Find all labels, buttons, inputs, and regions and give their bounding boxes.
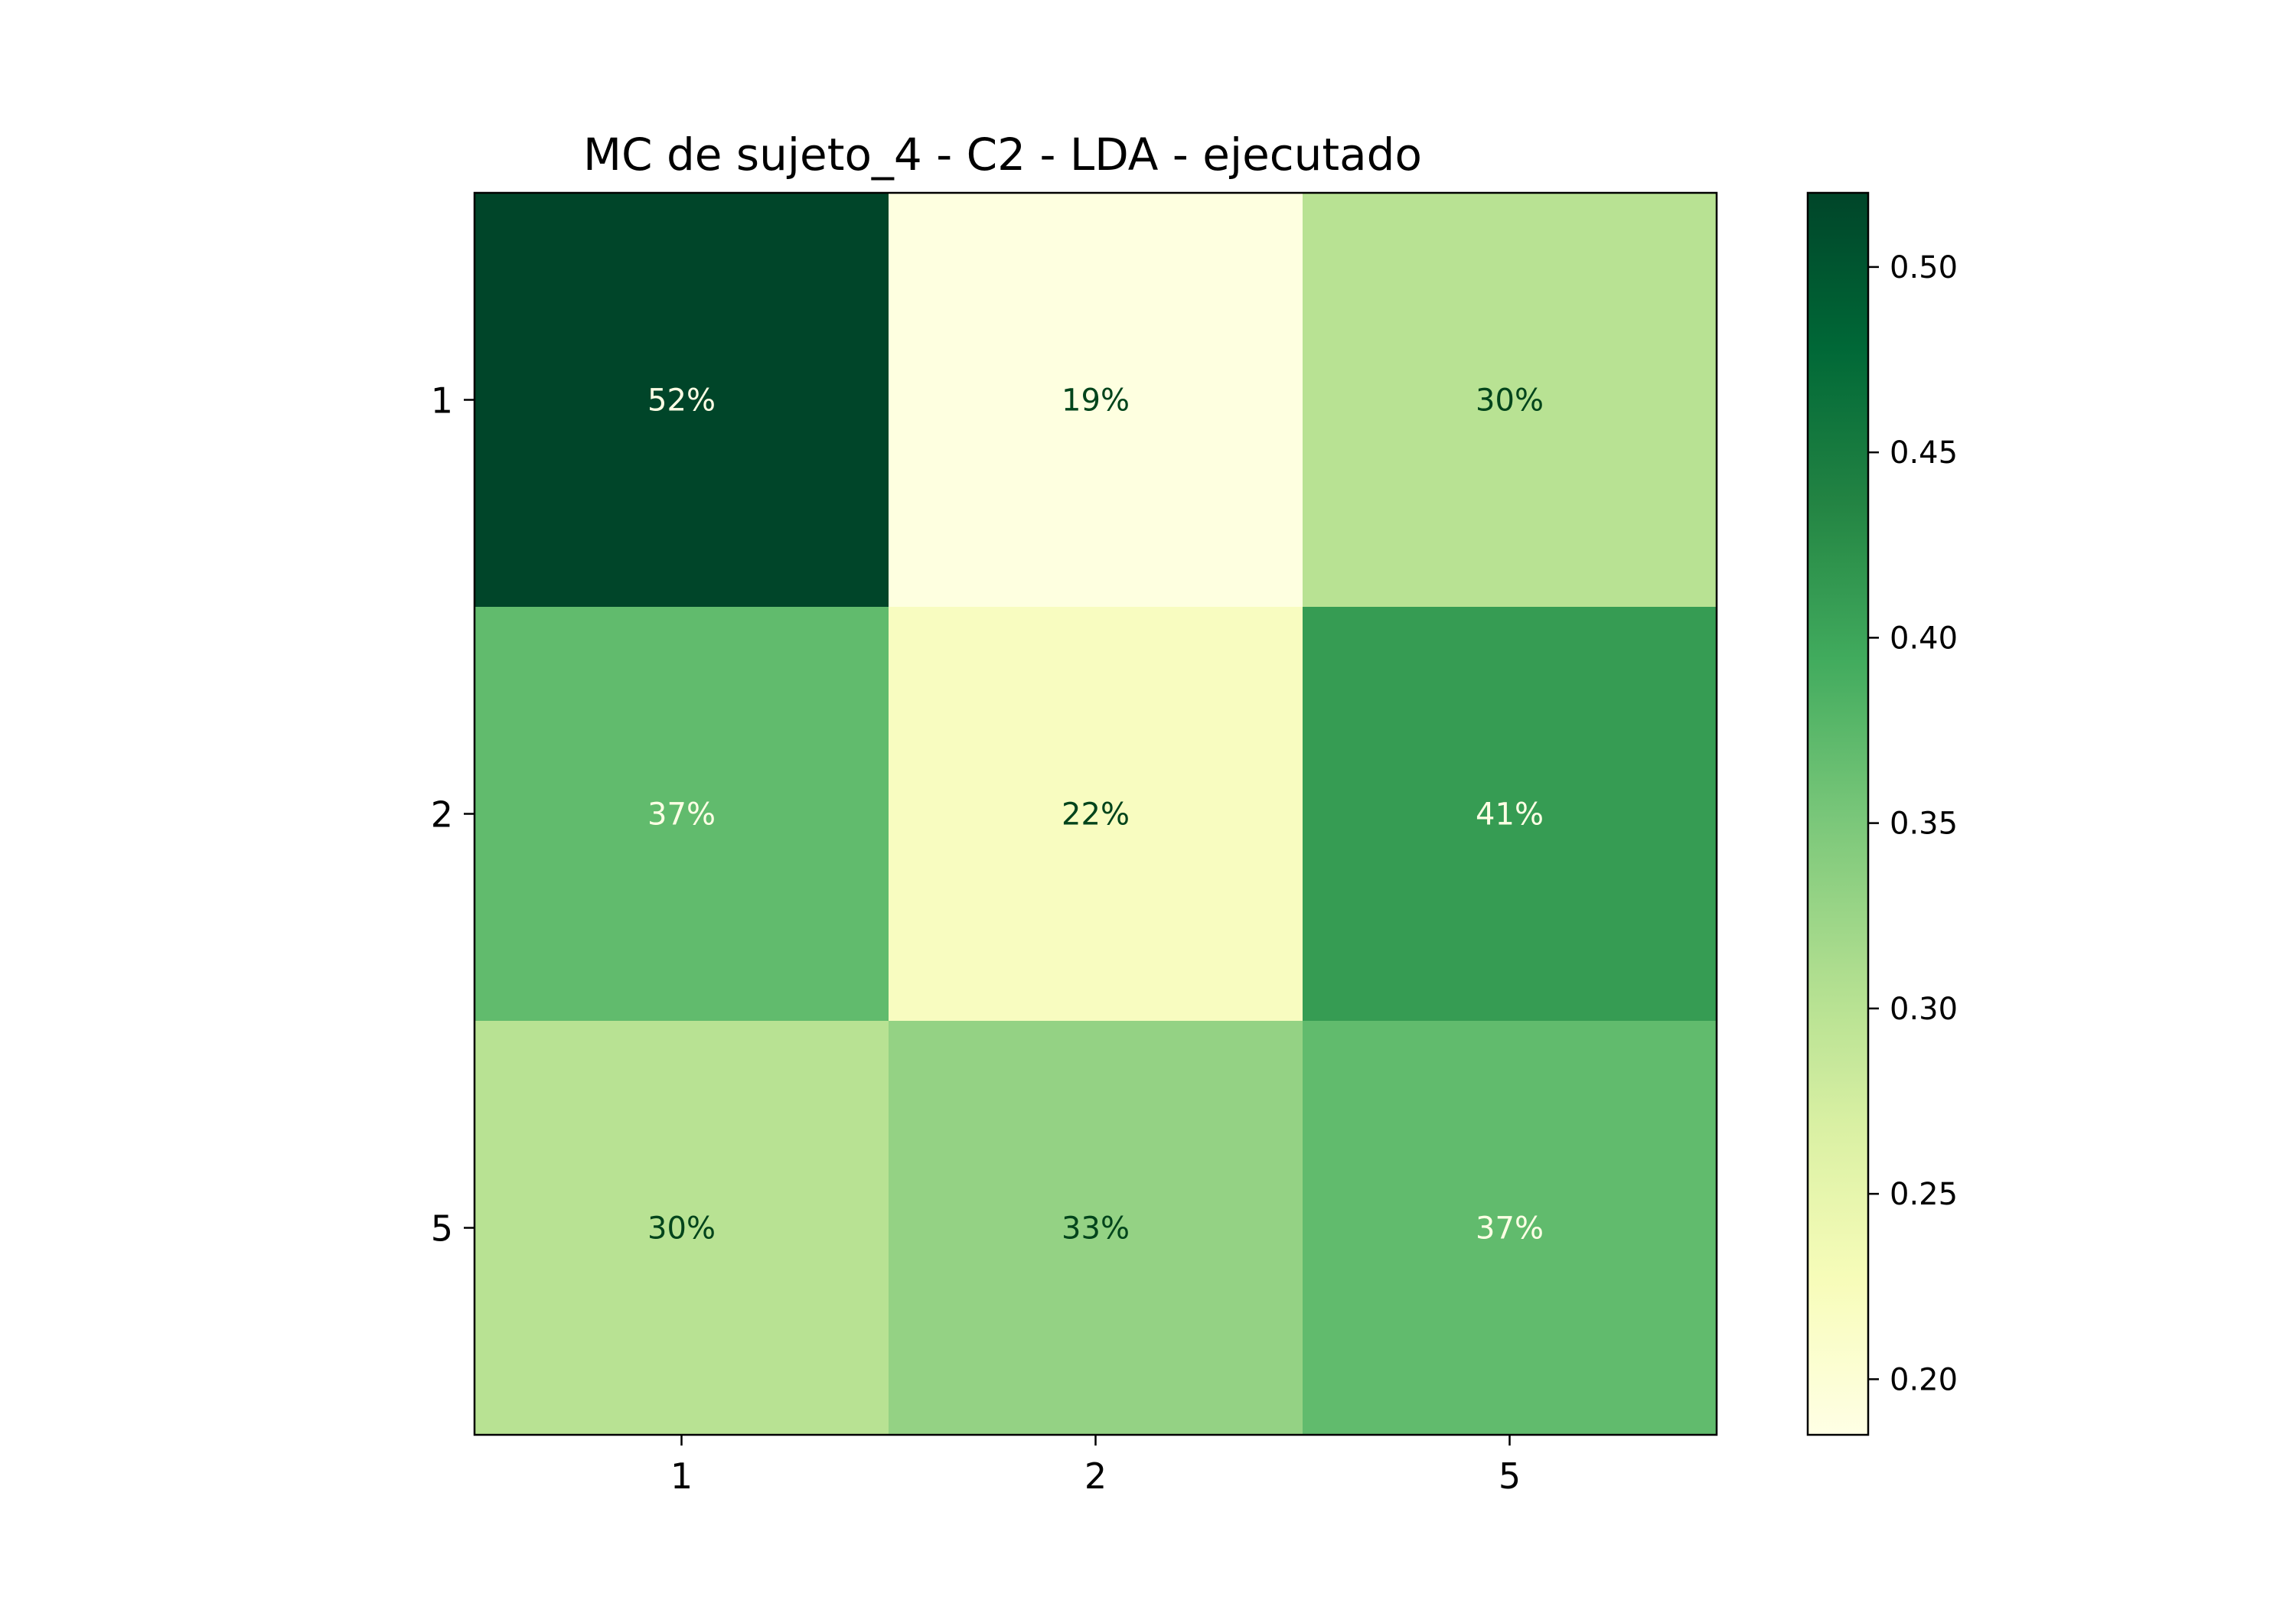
colorbar-tick-label: 0.30 — [1890, 992, 1958, 1027]
x-axis: 1 2 5 — [670, 1435, 1521, 1497]
colorbar-tick-label: 0.35 — [1890, 807, 1958, 842]
cell-value-label: 41% — [1476, 797, 1544, 833]
chart-title: MC de sujeto_4 - C2 - LDA - ejecutado — [583, 129, 1422, 181]
y-tick-label: 5 — [431, 1208, 453, 1250]
y-tick-label: 1 — [431, 380, 453, 422]
heatmap-cell — [475, 1021, 889, 1435]
cell-value-label: 37% — [1476, 1211, 1544, 1247]
cell-value-label: 37% — [647, 797, 716, 833]
x-tick-label: 2 — [1084, 1455, 1107, 1497]
heatmap-cell — [889, 1021, 1303, 1435]
colorbar-gradient — [1806, 191, 1870, 1436]
heatmap-cell — [1303, 193, 1717, 607]
x-tick-label: 1 — [670, 1455, 693, 1497]
heatmap-cells — [475, 193, 1717, 1435]
cell-value-label: 52% — [647, 383, 716, 419]
colorbar-tick-label: 0.50 — [1890, 250, 1958, 285]
x-tick-label: 5 — [1499, 1455, 1521, 1497]
heatmap-cell — [475, 607, 889, 1021]
heatmap-cell — [1303, 607, 1717, 1021]
cell-value-label: 19% — [1062, 383, 1130, 419]
heatmap-cell — [475, 193, 889, 607]
cell-value-label: 22% — [1062, 797, 1130, 833]
colorbar-tick-label: 0.40 — [1890, 621, 1958, 656]
colorbar-tick-label: 0.25 — [1890, 1177, 1958, 1212]
cell-value-label: 30% — [1476, 383, 1544, 419]
cell-value-label: 30% — [647, 1211, 716, 1247]
heatmap-cell-labels: 52% 19% 30% 37% 22% 41% 30% 33% 37% — [647, 383, 1544, 1247]
heatmap-cell — [889, 193, 1303, 607]
y-tick-label: 2 — [431, 794, 453, 836]
colorbar-tick-label: 0.20 — [1890, 1362, 1958, 1397]
heatmap-cell — [1303, 1021, 1717, 1435]
heatmap-cell — [889, 607, 1303, 1021]
cell-value-label: 33% — [1062, 1211, 1130, 1247]
colorbar-tick-label: 0.45 — [1890, 435, 1958, 471]
y-axis: 1 2 5 — [431, 380, 475, 1250]
colorbar: 0.20 0.25 0.30 0.35 0.40 0.45 0.50 — [1806, 191, 1958, 1436]
